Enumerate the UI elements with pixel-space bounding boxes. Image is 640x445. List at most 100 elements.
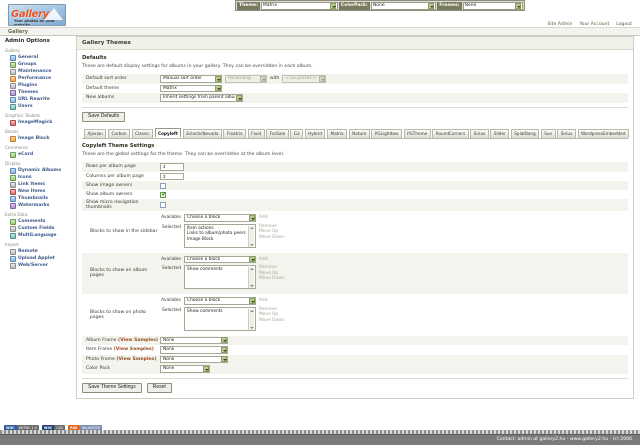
move-up-link[interactable]: Move Up: [259, 312, 279, 318]
list-item[interactable]: Show comments: [187, 267, 223, 273]
tab-roundcorners[interactable]: RoundCorners: [432, 128, 469, 139]
chevron-down-icon[interactable]: [248, 214, 255, 221]
listbox-scrollbar[interactable]: [248, 267, 254, 289]
selected-blocks-listbox[interactable]: Item actions Links to album/photo peers Im…: [184, 223, 256, 248]
add-block-link[interactable]: Add: [259, 256, 268, 262]
sort-preset-select[interactable]: < no preset >: [282, 75, 327, 83]
default-sort-order-select[interactable]: Manual sort order: [160, 75, 222, 83]
sidebar-item-web-server[interactable]: Web/Server: [3, 262, 73, 269]
validation-badge[interactable]: RSS VALIDATED: [68, 425, 103, 432]
view-samples-link[interactable]: (View Samples): [117, 337, 159, 343]
move-up-link[interactable]: Move Up: [259, 229, 279, 235]
colorpack-select[interactable]: None: [370, 1, 437, 10]
selected-blocks-listbox[interactable]: Show comments: [184, 306, 256, 331]
sidebar-item-comments[interactable]: Comments: [3, 218, 73, 225]
sidebar-item-upload-applet[interactable]: Upload Applet: [3, 255, 73, 262]
save-defaults-button[interactable]: Save Defaults: [82, 111, 126, 122]
sidebar-item-watermarks[interactable]: Watermarks: [3, 202, 73, 209]
scroll-down-icon[interactable]: [249, 326, 254, 329]
sidebar-item-users[interactable]: Users: [3, 103, 73, 110]
sidebar-item-plugins[interactable]: Plugins: [3, 82, 73, 89]
chevron-down-icon[interactable]: [220, 356, 227, 363]
tab-floatrix[interactable]: Floatrix: [223, 128, 247, 139]
remove-block-link[interactable]: Remove: [259, 306, 277, 312]
sidebar-item-url-rewrite[interactable]: URL Rewrite: [3, 96, 73, 103]
scroll-up-icon[interactable]: [249, 309, 254, 312]
show-micro-navigation-thumbnails-checkbox[interactable]: [160, 202, 166, 209]
tab-sirius[interactable]: Sirius: [470, 128, 489, 139]
chevron-down-icon[interactable]: [248, 297, 255, 304]
selected-blocks-listbox[interactable]: Show comments: [184, 265, 256, 290]
sidebar-item-custom-fields[interactable]: Custom Fields: [3, 225, 73, 232]
tab-hybrid[interactable]: Hybrid: [304, 128, 326, 139]
chevron-down-icon[interactable]: [428, 2, 435, 9]
columns-per-album-page-input[interactable]: [160, 172, 184, 181]
tab-g3[interactable]: G3: [290, 128, 304, 139]
available-block-select[interactable]: Choose a block: [184, 214, 256, 222]
color-pack-select[interactable]: None: [160, 365, 210, 373]
sidebar-item-themes[interactable]: Themes: [3, 89, 73, 96]
list-item[interactable]: Item actions: [187, 225, 214, 231]
sidebar-item-performance[interactable]: Performance: [3, 75, 73, 82]
add-block-link[interactable]: Add: [259, 298, 268, 304]
sidebar-item-groups[interactable]: Groups: [3, 61, 73, 68]
frame-select[interactable]: None: [160, 346, 228, 354]
sidebar-item-general[interactable]: General: [3, 54, 73, 61]
move-down-link[interactable]: Move Down: [259, 234, 285, 240]
chevron-down-icon[interactable]: [248, 256, 255, 263]
add-block-link[interactable]: Add: [259, 215, 268, 221]
scroll-down-icon[interactable]: [249, 285, 254, 288]
sidebar-item-imagemagick[interactable]: ImageMagick: [3, 119, 73, 126]
tab-classic[interactable]: Classic: [131, 128, 154, 139]
scroll-down-icon[interactable]: [249, 243, 254, 246]
tab-siriux[interactable]: Siriux: [557, 128, 577, 139]
frame-select[interactable]: None: [160, 355, 228, 364]
show-image-owners-checkbox[interactable]: [160, 182, 166, 189]
show-album-owners-checkbox[interactable]: [160, 191, 166, 198]
sidebar-item-new-items[interactable]: New Items: [3, 188, 73, 195]
link-logout[interactable]: Logout: [616, 22, 632, 27]
tab-forsale[interactable]: ForSale: [266, 128, 289, 139]
sidebar-item-maintenance[interactable]: Maintenance: [3, 68, 73, 75]
sidebar-item-ecard[interactable]: eCard: [3, 151, 73, 158]
chevron-down-icon[interactable]: [202, 365, 209, 372]
chevron-down-icon[interactable]: [318, 75, 325, 82]
tab-copyleft[interactable]: Copyleft: [154, 127, 182, 138]
move-down-link[interactable]: Move Down: [259, 317, 285, 323]
available-block-select[interactable]: Choose a block: [184, 297, 256, 305]
view-samples-link[interactable]: (View Samples): [116, 356, 157, 362]
listbox-scrollbar[interactable]: [248, 225, 254, 247]
sidebar-item-link-items[interactable]: Link Items: [3, 181, 73, 188]
chevron-down-icon[interactable]: [220, 337, 227, 344]
tab-eclecticnevada[interactable]: EclecticNevada: [182, 128, 222, 139]
tab-carbon[interactable]: Carbon: [107, 128, 131, 139]
tab-nature[interactable]: Nature: [348, 128, 370, 139]
chevron-down-icon[interactable]: [329, 2, 336, 9]
tab-pglightbox[interactable]: PGLightbox: [371, 128, 403, 139]
list-item[interactable]: Image Block: [187, 236, 214, 242]
listbox-scrollbar[interactable]: [248, 308, 254, 330]
move-up-link[interactable]: Move Up: [259, 270, 279, 276]
tab-fluid[interactable]: Fluid: [247, 128, 265, 139]
tab-wordpressembedded[interactable]: WordpressEmbedded: [577, 128, 630, 139]
default-theme-select[interactable]: Matrix: [160, 84, 222, 92]
new-albums-select[interactable]: Inherit settings from parent album: [160, 94, 243, 102]
remove-block-link[interactable]: Remove: [259, 223, 277, 229]
chevron-down-icon[interactable]: [515, 2, 521, 9]
frames-select[interactable]: None: [462, 1, 523, 10]
chevron-down-icon[interactable]: [235, 94, 242, 101]
validation-badge[interactable]: W3C CSS: [41, 425, 66, 432]
chevron-down-icon[interactable]: [259, 75, 266, 82]
sidebar-item-image-block[interactable]: Image Block: [3, 135, 73, 142]
tab-pgtheme[interactable]: PGTheme: [403, 128, 431, 139]
view-samples-link[interactable]: (View Samples): [113, 347, 154, 353]
sort-direction-select[interactable]: Ascending: [225, 75, 267, 83]
sidebar-item-multilanguage[interactable]: MultiLanguage: [3, 232, 73, 239]
link-your-account[interactable]: Your Account: [579, 22, 610, 27]
tab-ajaxian[interactable]: Ajaxian: [84, 128, 107, 139]
tab-slider[interactable]: Slider: [490, 128, 510, 139]
tab-matrix[interactable]: Matrix: [326, 128, 348, 139]
list-item[interactable]: Links to album/photo peers: [187, 231, 246, 237]
sidebar-item-thumbnails[interactable]: Thumbnails: [3, 195, 73, 202]
gallery-logo[interactable]: Gallery Your photos on your website: [8, 4, 66, 26]
